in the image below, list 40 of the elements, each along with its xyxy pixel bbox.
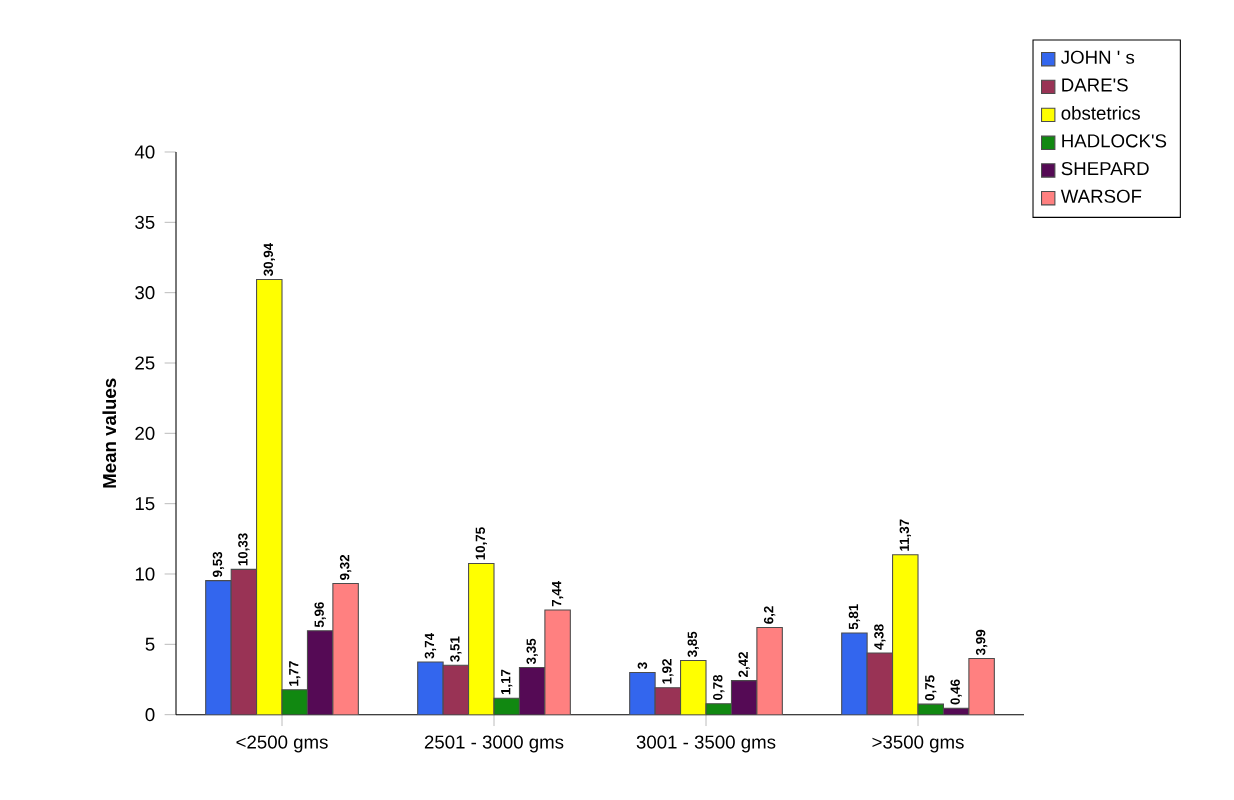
bar [680, 659, 707, 715]
bar [544, 609, 571, 715]
y-tick-label: 10 [135, 567, 155, 581]
y-axis-title: Mean values [102, 378, 117, 488]
y-tick-label: 15 [135, 497, 155, 511]
bar [655, 687, 681, 715]
y-tick-label: 35 [135, 215, 155, 229]
bar [518, 667, 546, 715]
legend-label: DARE'S [1062, 78, 1128, 92]
bar [230, 568, 258, 715]
legend-label: SHEPARD [1061, 161, 1149, 176]
bar [256, 278, 283, 715]
bar [968, 658, 995, 715]
bar [629, 671, 656, 715]
y-tick-label: 5 [145, 637, 155, 651]
bar [282, 689, 308, 715]
legend-label: HADLOCK'S [1062, 134, 1167, 148]
bar [442, 664, 470, 715]
y-tick-label: 30 [135, 286, 155, 300]
legend-label: JOHN ' s [1061, 50, 1135, 64]
bar [417, 661, 444, 715]
bar [756, 626, 783, 715]
bar [205, 580, 232, 715]
y-tick-label: 40 [134, 145, 155, 159]
legend-label: obstetrics [1061, 106, 1140, 120]
bar [730, 680, 758, 715]
x-tick-label: 2501 - 3000 gms [424, 735, 564, 753]
y-tick-label: 20 [135, 426, 155, 440]
x-tick-label: <2500 gms [236, 735, 328, 753]
x-tick-label: >3500 gms [872, 735, 964, 753]
bar [841, 632, 868, 715]
y-tick-label: 25 [135, 356, 155, 370]
legend-label: WARSOF [1060, 189, 1142, 203]
bar [892, 554, 919, 715]
bar [866, 652, 894, 715]
y-tick-label: 0 [145, 708, 155, 722]
bar [306, 630, 334, 715]
bar [468, 562, 495, 715]
bar [332, 583, 359, 715]
x-tick-label: 3001 - 3500 gms [636, 735, 776, 753]
